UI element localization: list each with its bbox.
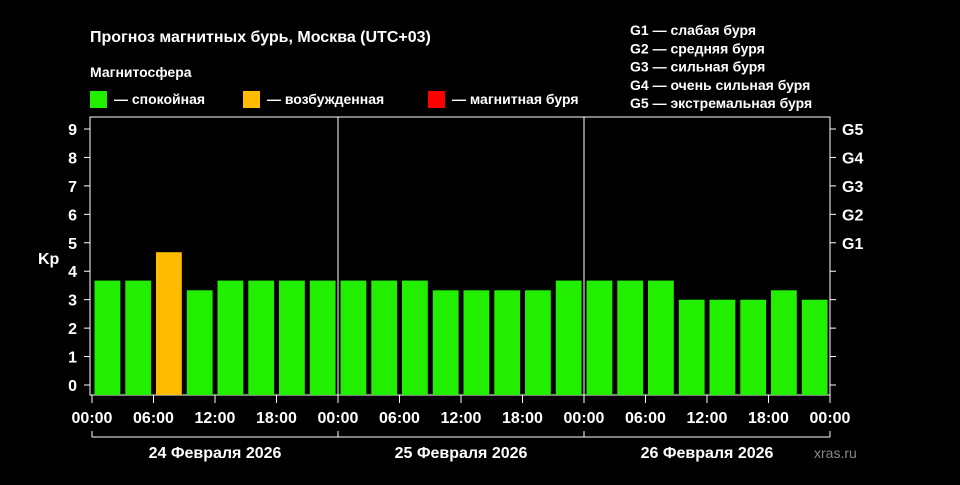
x-tick-label: 12:00: [195, 410, 236, 427]
y-tick-label: 2: [68, 321, 77, 338]
legend-label: — возбужденная: [267, 91, 384, 107]
y-tick-label: 3: [68, 293, 77, 310]
kp-bar: [463, 290, 490, 395]
x-tick-label: 00:00: [318, 410, 359, 427]
y-tick-label: 8: [68, 150, 77, 167]
x-tick-label: 00:00: [810, 410, 851, 427]
g-tick-label: G4: [842, 150, 863, 167]
x-tick-label: 06:00: [133, 410, 174, 427]
kp-bar: [248, 280, 275, 395]
day-label: 26 Февраля 2026: [641, 445, 774, 462]
g-legend-item: G5 — экстремальная буря: [630, 95, 812, 111]
day-label: 25 Февраля 2026: [395, 445, 528, 462]
legend-title: Магнитосфера: [90, 64, 192, 80]
y-tick-label: 7: [68, 179, 77, 196]
y-tick-label: 5: [68, 236, 77, 253]
bars: [94, 252, 828, 395]
g-axis: G1 G2 G3 G4 G5: [830, 122, 863, 386]
g-legend-item: G2 — средняя буря: [630, 40, 765, 56]
y-tick-label: 9: [68, 122, 77, 139]
x-tick-label: 12:00: [687, 410, 728, 427]
x-tick-label: 00:00: [72, 410, 113, 427]
y-tick-label: 6: [68, 207, 77, 224]
kp-bar: [801, 299, 828, 395]
kp-bar: [648, 280, 674, 395]
g-tick-label: G5: [842, 122, 863, 139]
kp-bar: [217, 280, 244, 395]
legend-swatch: [243, 91, 260, 108]
x-tick-label: 18:00: [256, 410, 297, 427]
status-legend: — спокойная — возбужденная — магнитная бур…: [90, 91, 579, 108]
kp-bar: [186, 290, 213, 395]
kp-bar: [617, 280, 644, 395]
watermark: xras.ru: [814, 445, 857, 461]
kp-bar: [340, 280, 367, 395]
legend-label: — магнитная буря: [452, 91, 579, 107]
y-axis-label: Kp: [38, 251, 60, 268]
g-legend-item: G3 — сильная буря: [630, 59, 765, 75]
x-tick-label: 12:00: [441, 410, 482, 427]
kp-bar: [156, 252, 182, 395]
day-label: 24 Февраля 2026: [149, 445, 282, 462]
kp-bar: [125, 280, 152, 395]
kp-bar: [94, 280, 121, 395]
legend-swatch: [428, 91, 445, 108]
x-tick-label: 18:00: [502, 410, 543, 427]
x-tick-label: 18:00: [748, 410, 789, 427]
kp-bar: [678, 299, 705, 395]
y-axis: 0 1 2 3 4 5 6 7 8 9: [68, 122, 90, 395]
x-tick-label: 06:00: [379, 410, 420, 427]
kp-bar: [279, 280, 305, 395]
kp-bar: [525, 290, 551, 395]
kp-bar: [309, 280, 336, 395]
kp-bar: [494, 290, 521, 395]
x-axis: 00:00 06:00 12:00 18:00 00:00 06:00 12:00 18:00…: [72, 395, 851, 427]
kp-bar: [709, 299, 736, 395]
kp-bar: [740, 299, 767, 395]
y-tick-label: 4: [68, 264, 77, 281]
legend-swatch: [90, 91, 107, 108]
kp-bar: [371, 280, 398, 395]
kp-bar: [771, 290, 797, 395]
g-tick-label: G1: [842, 236, 863, 253]
kp-bar: [402, 280, 428, 395]
kp-bar: [432, 290, 459, 395]
g-tick-label: G3: [842, 179, 863, 196]
day-labels: 24 Февраля 2026 25 Февраля 2026 26 Февраля…: [91, 431, 831, 462]
kp-bar: [555, 280, 582, 395]
g-legend-item: G1 — слабая буря: [630, 22, 756, 38]
x-tick-label: 00:00: [564, 410, 605, 427]
kp-bar: [586, 280, 613, 395]
day-separators: [337, 117, 585, 395]
plot-frame: [89, 116, 831, 396]
g-tick-label: G2: [842, 207, 863, 224]
g-scale-legend: G1 — слабая буря G2 — средняя буря G3 — си…: [630, 22, 812, 111]
y-tick-label: 1: [68, 350, 77, 367]
legend-label: — спокойная: [114, 91, 205, 107]
g-legend-item: G4 — очень сильная буря: [630, 77, 810, 93]
y-tick-label: 0: [68, 378, 77, 395]
chart-title: Прогноз магнитных бурь, Москва (UTC+03): [90, 29, 431, 46]
x-tick-label: 06:00: [625, 410, 666, 427]
